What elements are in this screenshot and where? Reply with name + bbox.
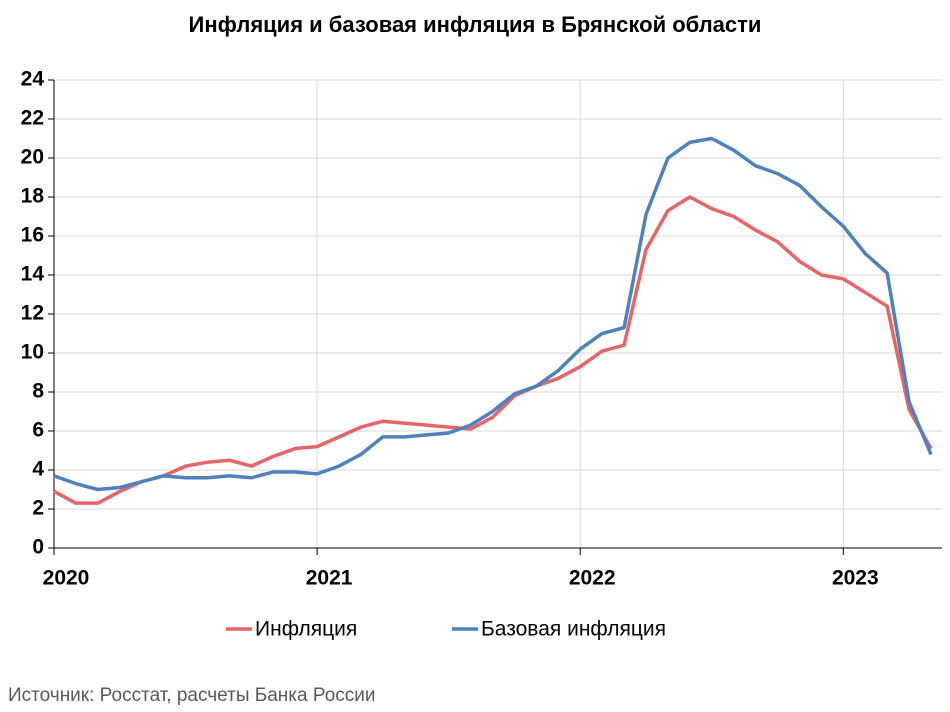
y-tick-label: 10 bbox=[21, 341, 44, 364]
y-tick-label: 16 bbox=[21, 224, 44, 247]
x-tick-label: 2021 bbox=[306, 567, 353, 590]
y-tick-label: 24 bbox=[21, 68, 45, 91]
y-tick-label: 18 bbox=[21, 185, 45, 208]
x-tick-label: 2023 bbox=[832, 567, 879, 590]
y-tick-label: 22 bbox=[21, 107, 44, 130]
y-tick-label: 0 bbox=[32, 536, 44, 559]
x-tick-label: 2022 bbox=[569, 567, 616, 590]
y-tick-label: 6 bbox=[32, 419, 44, 442]
y-tick-label: 2 bbox=[32, 497, 44, 520]
series-line bbox=[53, 136, 933, 492]
chart-title: Инфляция и базовая инфляция в Брянской о… bbox=[189, 12, 762, 37]
y-tick-label: 4 bbox=[32, 458, 44, 481]
y-tick-label: 12 bbox=[21, 302, 44, 325]
y-tick-label: 14 bbox=[21, 263, 45, 286]
x-tick-label: 2020 bbox=[43, 567, 90, 590]
source-note: Источник: Росстат, расчеты Банка России bbox=[8, 685, 376, 706]
y-tick-label: 20 bbox=[21, 146, 44, 169]
legend-label: Инфляция bbox=[255, 618, 357, 641]
series-line bbox=[53, 195, 933, 505]
y-tick-label: 8 bbox=[32, 380, 44, 403]
legend-label: Базовая инфляция bbox=[481, 618, 666, 641]
